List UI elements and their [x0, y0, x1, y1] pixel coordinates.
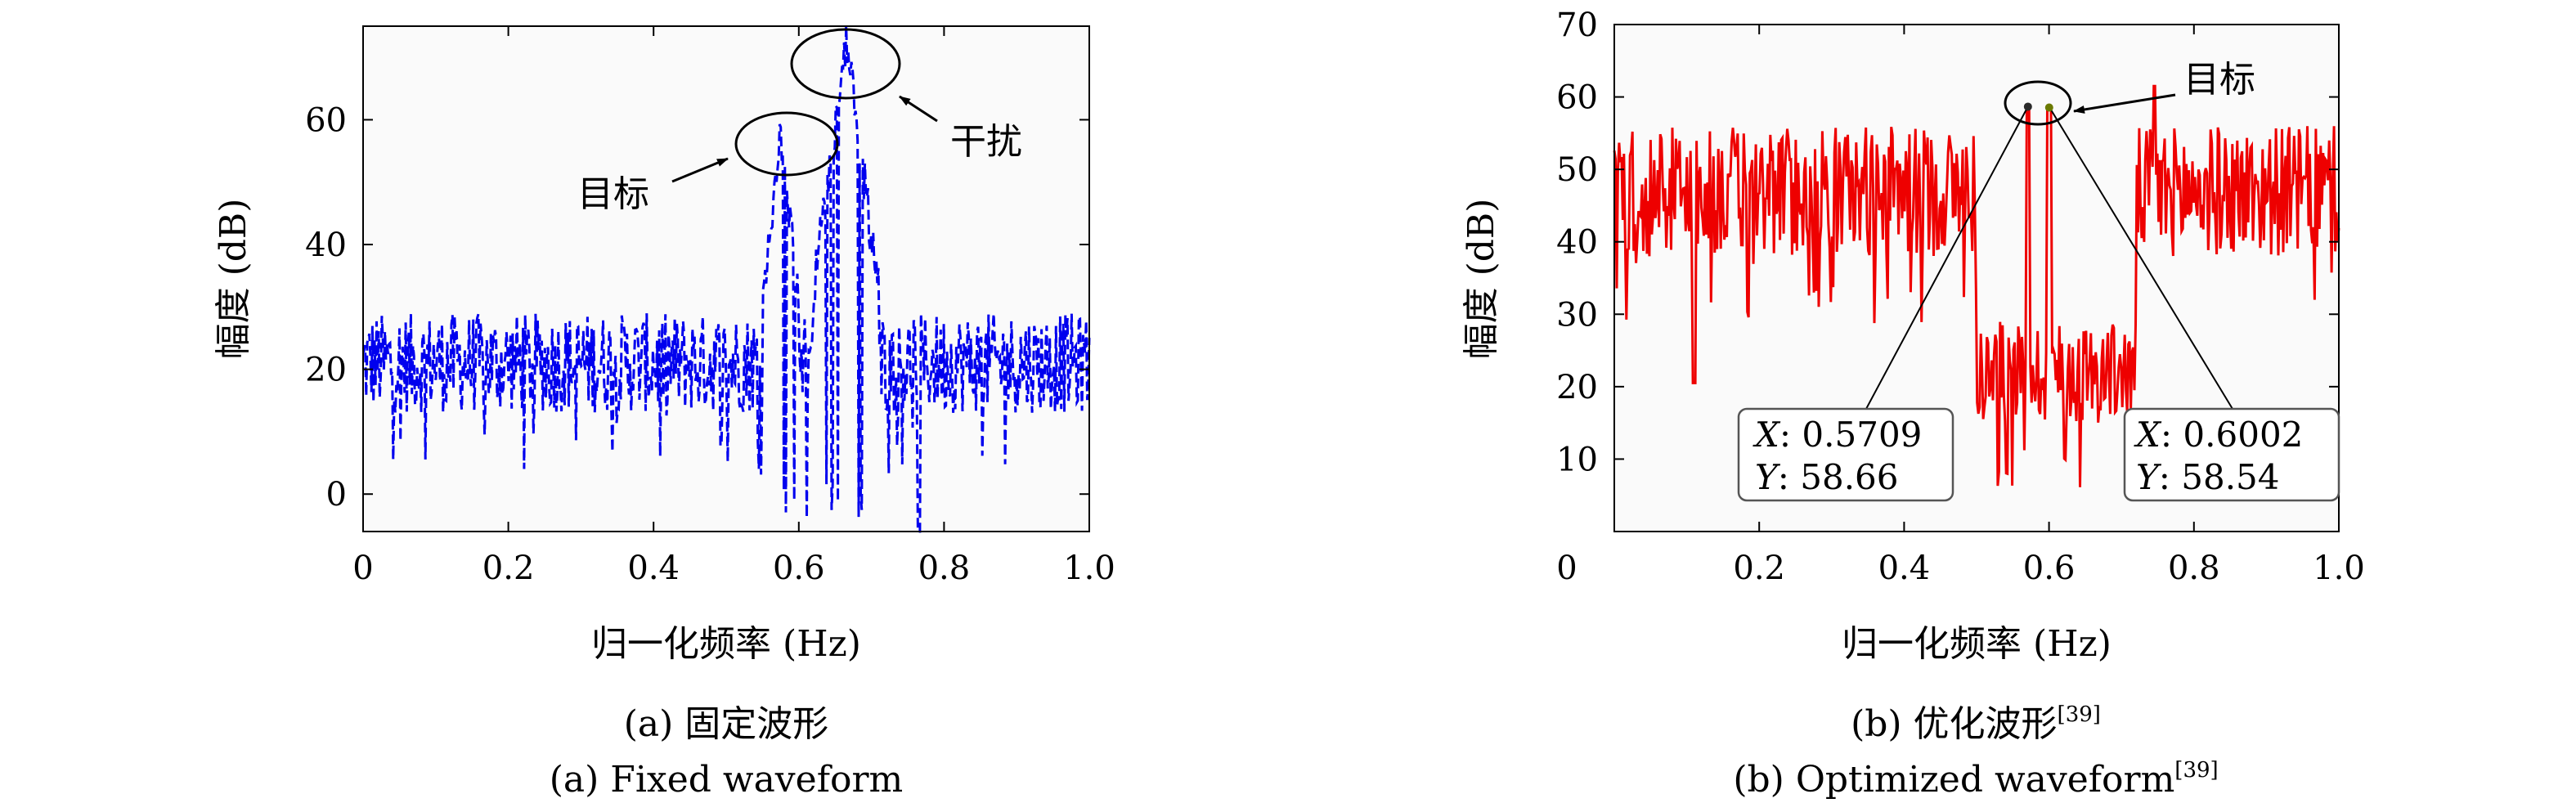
xtick-label-b-1: 0.2 [1733, 550, 1785, 587]
datatip-2-y: Y: 58.54 [2136, 457, 2280, 497]
xtick-label-a-0: 0 [352, 550, 373, 587]
plot-frame-a [362, 25, 1090, 532]
datatip-1: X: 0.5709 Y: 58.66 [1737, 407, 1954, 502]
ytick-label-a-2: 40 [305, 227, 347, 264]
caption-cn-b: (b) 优化波形[39] [1851, 702, 2101, 745]
caption-cn-b-ref: [39] [2058, 702, 2101, 727]
datatip-marker-2 [2044, 103, 2053, 112]
datatip-marker-1 [2023, 102, 2032, 111]
ylabel-a: 幅度 (dB) [213, 199, 254, 360]
ytick-label-b-1: 20 [1556, 369, 1598, 406]
interference-arrow-a [899, 95, 938, 123]
xtick-label-a-1: 0.2 [482, 550, 535, 587]
ylabel-b: 幅度 (dB) [1461, 199, 1502, 360]
interference-ellipse-a [790, 28, 901, 100]
panel-a: 0 0.2 0.4 0.6 0.8 1.0 0 20 40 60 目标 干扰 归一化频率 (Hz)… [213, 25, 1115, 801]
tick-labels-a: 0 0.2 0.4 0.6 0.8 1.0 0 20 40 60 [305, 101, 1115, 587]
datatip-1-x: X: 0.5709 [1752, 415, 1922, 455]
xtick-label-a-5: 1.0 [1063, 550, 1115, 587]
xtick-label-b-3: 0.6 [2023, 550, 2076, 587]
ticks-b [1613, 24, 2340, 532]
xtick-label-a-3: 0.6 [773, 550, 825, 587]
target-arrow-a [671, 157, 729, 183]
caption-cn-a: (a) 固定波形 [624, 703, 829, 745]
xtick-label-b-0: 0 [1556, 550, 1577, 587]
series-a-fixed-waveform [361, 25, 1091, 533]
xlabel-a: 归一化频率 (Hz) [591, 623, 861, 665]
datatip-2: X: 0.6002 Y: 58.54 [2123, 407, 2340, 502]
datatip-leader-2 [2049, 106, 2233, 410]
ytick-label-b-0: 10 [1556, 441, 1598, 478]
caption-en-b-ref: [39] [2174, 758, 2218, 783]
caption-en-a: (a) Fixed waveform [550, 759, 903, 801]
target-label-a: 目标 [577, 173, 649, 215]
caption-en-b: (b) Optimized waveform[39] [1733, 758, 2218, 801]
datatip-2-x: X: 0.6002 [2134, 415, 2303, 455]
xlabel-b: 归一化频率 (Hz) [1842, 623, 2112, 665]
target-arrow-b [2073, 93, 2176, 114]
target-ellipse-b [2004, 80, 2072, 126]
series-b-optimized-waveform [1613, 84, 2340, 487]
xtick-label-a-4: 0.8 [918, 550, 971, 587]
xtick-label-b-5: 1.0 [2313, 550, 2365, 587]
ytick-label-a-0: 0 [326, 476, 347, 514]
ytick-label-b-5: 60 [1556, 79, 1598, 117]
ytick-label-b-6: 70 [1556, 7, 1598, 44]
target-ellipse-a [734, 111, 839, 177]
interference-label-a: 干扰 [950, 121, 1022, 163]
ytick-label-b-3: 40 [1556, 224, 1598, 262]
xtick-label-b-4: 0.8 [2168, 550, 2220, 587]
ticks-a [362, 26, 1090, 532]
target-label-b: 目标 [2183, 59, 2255, 101]
series-b-line [1613, 84, 2340, 487]
ytick-label-a-1: 20 [305, 352, 347, 389]
xtick-label-b-2: 0.4 [1878, 550, 1931, 587]
ytick-label-a-3: 60 [305, 101, 347, 139]
datatip-leader-1 [1865, 105, 2029, 410]
panel-b: 0 0.2 0.4 0.6 0.8 1.0 10 20 30 40 50 60 70 目标 X: 0.5… [1461, 7, 2365, 801]
plot-frame-b [1613, 24, 2340, 532]
xtick-label-a-2: 0.4 [627, 550, 680, 587]
ytick-label-b-4: 50 [1556, 151, 1598, 189]
tick-labels-b: 0 0.2 0.4 0.6 0.8 1.0 10 20 30 40 50 60 70 [1556, 7, 2365, 587]
ytick-label-b-2: 30 [1556, 296, 1598, 334]
datatip-1-y: Y: 58.66 [1755, 457, 1899, 497]
series-a-line [361, 25, 1091, 533]
